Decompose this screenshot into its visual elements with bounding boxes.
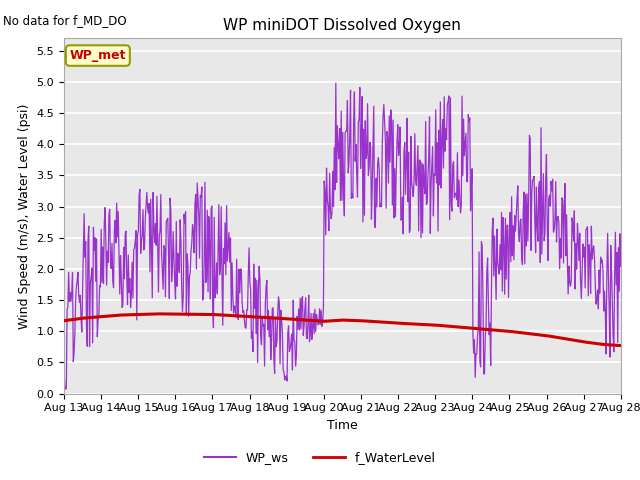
Text: WP_met: WP_met [70,49,126,62]
X-axis label: Time: Time [327,419,358,432]
Y-axis label: Wind Speed (m/s), Water Level (psi): Wind Speed (m/s), Water Level (psi) [18,103,31,329]
Legend: WP_ws, f_WaterLevel: WP_ws, f_WaterLevel [199,446,441,469]
Text: No data for f_MD_DO: No data for f_MD_DO [3,14,127,27]
Title: WP miniDOT Dissolved Oxygen: WP miniDOT Dissolved Oxygen [223,18,461,33]
